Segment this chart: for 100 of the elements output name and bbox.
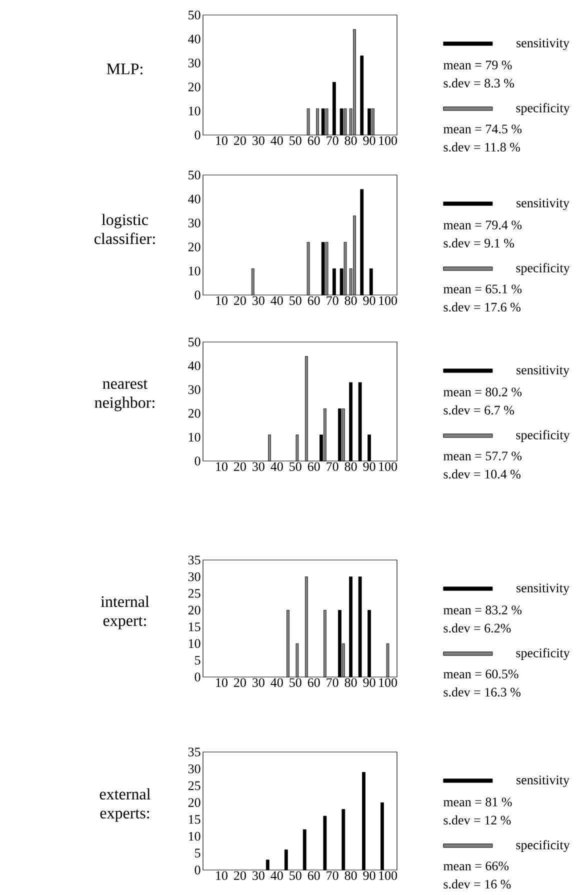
text: s.dev = 16 %: [444, 879, 511, 889]
x-tick-label: 30: [252, 678, 264, 687]
x-tick-label: 10: [216, 296, 228, 305]
x-tick-label: 40: [270, 678, 283, 687]
text: MLP:: [106, 64, 142, 74]
x-tick-label: 40: [270, 136, 283, 145]
x-tick-label: 50: [290, 296, 302, 305]
x-tick-label: 20: [234, 136, 246, 145]
y-tick-label: 0: [194, 290, 200, 300]
y-tick-label: 30: [188, 572, 200, 582]
x-tick-label: 80: [344, 462, 357, 471]
legend-label: specificity: [516, 430, 570, 442]
text: s.dev = 12 %: [444, 815, 511, 825]
x-tick-label: 70: [326, 462, 338, 471]
legend-label: sensitivity: [516, 584, 570, 596]
y-tick-label: 10: [188, 432, 200, 442]
y-tick-label: 30: [188, 218, 200, 228]
y-tick-label: 15: [188, 815, 200, 824]
x-tick-label: 20: [234, 462, 246, 471]
x-tick-label: 30: [252, 136, 264, 145]
y-tick-label: 40: [188, 194, 200, 204]
y-tick-label: 50: [188, 170, 200, 180]
x-tick-label: 40: [270, 871, 283, 880]
y-tick-label: 20: [188, 798, 200, 807]
text: external experts:: [100, 788, 150, 822]
y-tick-label: 20: [188, 82, 200, 92]
y-tick-label: 15: [188, 622, 200, 632]
y-tick-label: 0: [194, 866, 200, 874]
x-tick-label: 90: [363, 678, 376, 687]
text: mean = 79.4 %: [443, 220, 522, 230]
legend-label: sensitivity: [516, 776, 570, 787]
x-tick-label: 100: [379, 462, 398, 471]
text: nearest neighbor:: [94, 380, 154, 412]
x-tick-label: 100: [379, 296, 398, 305]
x-tick-label: 30: [252, 462, 264, 471]
y-tick-label: 10: [188, 639, 200, 648]
y-tick-label: 40: [188, 34, 200, 44]
text: s.dev = 10.4 %: [444, 469, 520, 479]
x-tick-label: 20: [234, 678, 246, 687]
x-tick-label: 70: [326, 136, 338, 145]
text: s.dev = 6.2%: [444, 623, 511, 633]
y-tick-label: 35: [188, 556, 200, 564]
y-tick-label: 30: [188, 385, 200, 394]
legend-label: specificity: [516, 840, 570, 852]
x-tick-label: 60: [308, 136, 320, 145]
x-tick-label: 90: [363, 136, 376, 145]
legend-label: specificity: [516, 263, 570, 276]
text: mean = 65.1 %: [443, 284, 522, 294]
legend-label: sensitivity: [516, 38, 570, 50]
y-tick-label: 20: [188, 242, 200, 252]
x-tick-label: 20: [234, 871, 246, 880]
y-tick-label: 40: [188, 361, 200, 370]
text: internal expert:: [100, 596, 150, 630]
y-tick-label: 30: [188, 58, 200, 68]
legend-label: specificity: [516, 648, 570, 660]
y-tick-label: 0: [194, 130, 200, 140]
x-tick-label: 80: [344, 296, 357, 305]
y-tick-label: 25: [188, 589, 200, 598]
y-tick-label: 0: [194, 672, 200, 682]
x-tick-label: 90: [363, 871, 376, 880]
x-tick-label: 70: [326, 871, 338, 880]
y-tick-label: 30: [188, 764, 200, 774]
x-tick-label: 10: [216, 871, 228, 880]
x-tick-label: 10: [216, 678, 228, 687]
x-tick-label: 50: [290, 462, 302, 471]
legend-label: specificity: [516, 103, 570, 116]
text: mean = 66%: [443, 862, 509, 870]
x-tick-label: 20: [234, 296, 246, 305]
x-tick-label: 60: [308, 462, 320, 471]
x-tick-label: 80: [344, 678, 357, 687]
text: mean = 83.2 %: [443, 606, 522, 614]
x-tick-label: 60: [308, 871, 320, 880]
text: mean = 60.5%: [443, 670, 518, 678]
x-tick-label: 80: [344, 871, 357, 880]
y-tick-label: 10: [188, 832, 200, 841]
text: mean = 57.7 %: [443, 452, 522, 460]
y-tick-label: 35: [188, 748, 200, 756]
x-tick-label: 60: [308, 678, 320, 687]
y-tick-label: 0: [194, 456, 200, 466]
y-tick-label: 50: [188, 338, 200, 346]
x-tick-label: 30: [252, 871, 264, 880]
text: s.dev = 11.8 %: [444, 142, 520, 152]
text: s.dev = 8.3 %: [444, 78, 514, 88]
x-tick-label: 90: [363, 462, 376, 471]
y-tick-label: 25: [188, 781, 200, 790]
x-tick-label: 80: [344, 136, 357, 145]
x-tick-label: 60: [308, 296, 320, 305]
legend-label: sensitivity: [516, 198, 570, 210]
y-tick-label: 50: [188, 10, 200, 20]
x-tick-label: 10: [216, 462, 228, 471]
x-tick-label: 50: [290, 136, 302, 145]
x-tick-label: 100: [379, 678, 398, 687]
text: s.dev = 16.3 %: [444, 687, 520, 697]
text: mean = 80.2 %: [443, 388, 522, 396]
text: mean = 74.5 %: [443, 124, 522, 134]
y-tick-label: 20: [188, 409, 200, 418]
text: mean = 79 %: [443, 60, 512, 70]
y-tick-label: 10: [188, 106, 200, 116]
text: s.dev = 9.1 %: [444, 238, 514, 248]
x-tick-label: 90: [363, 296, 376, 305]
